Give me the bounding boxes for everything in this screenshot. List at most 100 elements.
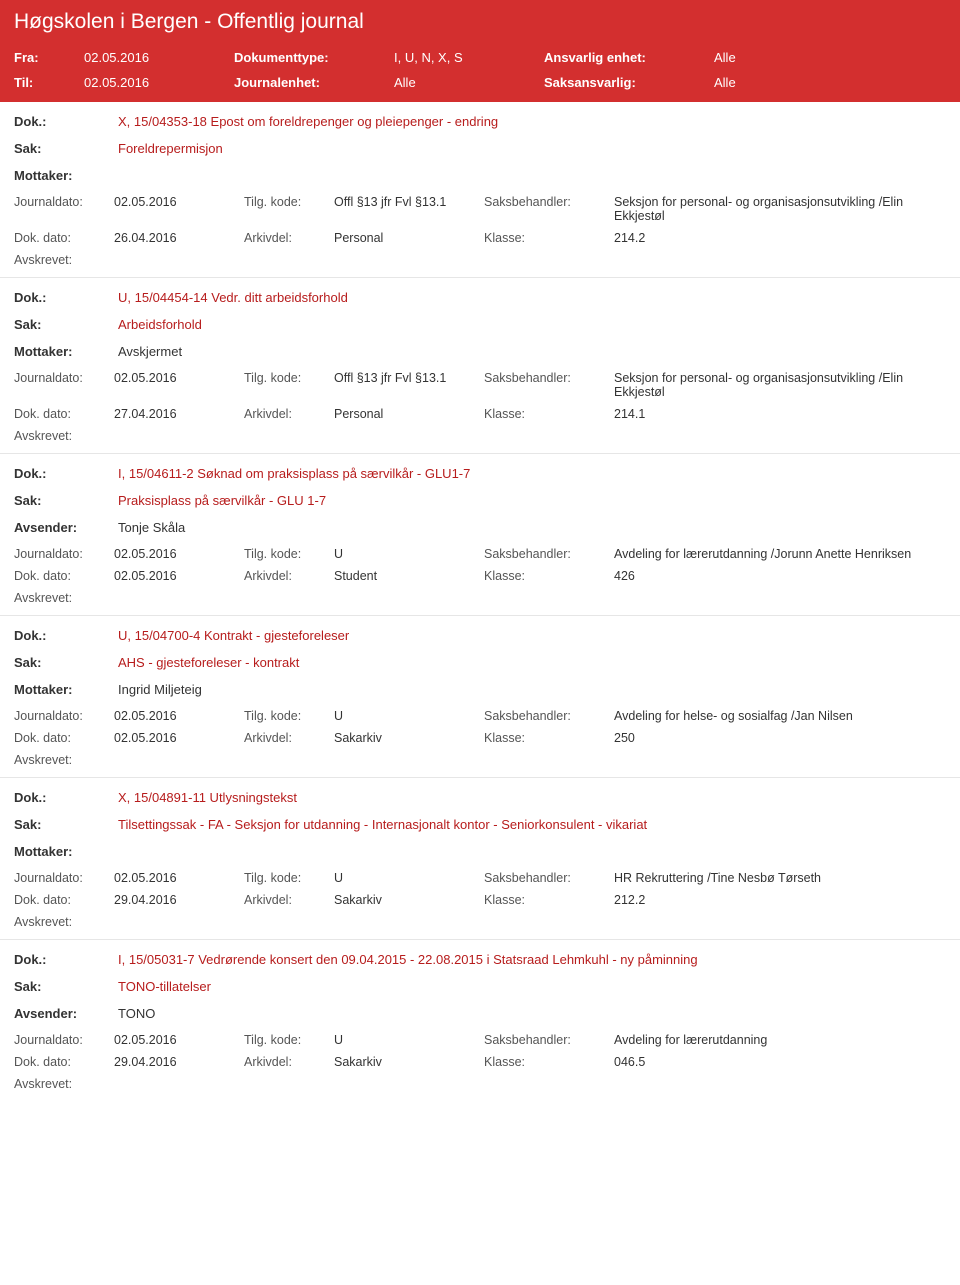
arkivdel-value: Sakarkiv bbox=[334, 893, 484, 907]
dokdato-label: Dok. dato: bbox=[14, 893, 114, 907]
sak-label: Sak: bbox=[14, 317, 118, 332]
klasse-value: 214.2 bbox=[614, 231, 946, 245]
klasse-label: Klasse: bbox=[484, 893, 614, 907]
dokdato-label: Dok. dato: bbox=[14, 231, 114, 245]
tilgkode-label: Tilg. kode: bbox=[244, 371, 334, 385]
journaldato-label: Journaldato: bbox=[14, 709, 114, 723]
journal-entry: Dok.: I, 15/05031-7 Vedrørende konsert d… bbox=[0, 939, 960, 1101]
sak-value: Praksisplass på særvilkår - GLU 1-7 bbox=[118, 493, 326, 508]
saksbehandler-label: Saksbehandler: bbox=[484, 371, 614, 385]
dok-value: I, 15/04611-2 Søknad om praksisplass på … bbox=[118, 466, 470, 481]
dok-value: I, 15/05031-7 Vedrørende konsert den 09.… bbox=[118, 952, 698, 967]
saksbehandler-label: Saksbehandler: bbox=[484, 1033, 614, 1047]
journaldato-value: 02.05.2016 bbox=[114, 195, 244, 209]
filter-saksansvarlig-value: Alle bbox=[714, 75, 864, 90]
entries-list: Dok.: X, 15/04353-18 Epost om foreldrepe… bbox=[0, 102, 960, 1101]
sak-value: Arbeidsforhold bbox=[118, 317, 202, 332]
avskrevet-label: Avskrevet: bbox=[14, 753, 946, 767]
sak-value: AHS - gjesteforeleser - kontrakt bbox=[118, 655, 299, 670]
party-label: Mottaker: bbox=[14, 344, 118, 359]
arkivdel-value: Personal bbox=[334, 407, 484, 421]
avskrevet-label: Avskrevet: bbox=[14, 429, 946, 443]
dok-label: Dok.: bbox=[14, 290, 118, 305]
journaldato-value: 02.05.2016 bbox=[114, 709, 244, 723]
journaldato-value: 02.05.2016 bbox=[114, 371, 244, 385]
tilgkode-value: U bbox=[334, 547, 484, 561]
filter-journalenhet-label: Journalenhet: bbox=[234, 75, 394, 90]
dokdato-label: Dok. dato: bbox=[14, 731, 114, 745]
party-value: TONO bbox=[118, 1006, 155, 1021]
saksbehandler-label: Saksbehandler: bbox=[484, 547, 614, 561]
filter-fra-label: Fra: bbox=[14, 50, 84, 65]
sak-value: Foreldrepermisjon bbox=[118, 141, 223, 156]
saksbehandler-value: Avdeling for lærerutdanning /Jorunn Anet… bbox=[614, 547, 946, 561]
arkivdel-value: Sakarkiv bbox=[334, 1055, 484, 1069]
dok-value: X, 15/04353-18 Epost om foreldrepenger o… bbox=[118, 114, 498, 129]
klasse-label: Klasse: bbox=[484, 407, 614, 421]
klasse-value: 212.2 bbox=[614, 893, 946, 907]
klasse-value: 426 bbox=[614, 569, 946, 583]
dok-label: Dok.: bbox=[14, 952, 118, 967]
journaldato-value: 02.05.2016 bbox=[114, 871, 244, 885]
filter-doktype-label: Dokumenttype: bbox=[234, 50, 394, 65]
filter-ansvarlig-value: Alle bbox=[714, 50, 864, 65]
dokdato-value: 02.05.2016 bbox=[114, 731, 244, 745]
journal-entry: Dok.: X, 15/04891-11 Utlysningstekst Sak… bbox=[0, 777, 960, 939]
dok-label: Dok.: bbox=[14, 628, 118, 643]
tilgkode-value: U bbox=[334, 871, 484, 885]
party-label: Mottaker: bbox=[14, 168, 118, 183]
klasse-label: Klasse: bbox=[484, 731, 614, 745]
avskrevet-label: Avskrevet: bbox=[14, 591, 946, 605]
tilgkode-label: Tilg. kode: bbox=[244, 871, 334, 885]
filter-ansvarlig-label: Ansvarlig enhet: bbox=[544, 50, 714, 65]
avskrevet-label: Avskrevet: bbox=[14, 915, 946, 929]
dokdato-value: 29.04.2016 bbox=[114, 1055, 244, 1069]
dok-label: Dok.: bbox=[14, 466, 118, 481]
saksbehandler-label: Saksbehandler: bbox=[484, 195, 614, 209]
filter-doktype-value: I, U, N, X, S bbox=[394, 50, 544, 65]
klasse-value: 046.5 bbox=[614, 1055, 946, 1069]
tilgkode-label: Tilg. kode: bbox=[244, 1033, 334, 1047]
tilgkode-value: U bbox=[334, 709, 484, 723]
sak-label: Sak: bbox=[14, 979, 118, 994]
tilgkode-label: Tilg. kode: bbox=[244, 195, 334, 209]
avskrevet-label: Avskrevet: bbox=[14, 253, 946, 267]
klasse-label: Klasse: bbox=[484, 1055, 614, 1069]
sak-value: Tilsettingssak - FA - Seksjon for utdann… bbox=[118, 817, 647, 832]
sak-label: Sak: bbox=[14, 817, 118, 832]
filter-til-label: Til: bbox=[14, 75, 84, 90]
arkivdel-value: Student bbox=[334, 569, 484, 583]
arkivdel-value: Sakarkiv bbox=[334, 731, 484, 745]
filter-bar: Fra: 02.05.2016 Dokumenttype: I, U, N, X… bbox=[0, 44, 960, 102]
journaldato-label: Journaldato: bbox=[14, 195, 114, 209]
klasse-value: 250 bbox=[614, 731, 946, 745]
arkivdel-label: Arkivdel: bbox=[244, 1055, 334, 1069]
journal-entry: Dok.: X, 15/04353-18 Epost om foreldrepe… bbox=[0, 102, 960, 277]
party-label: Avsender: bbox=[14, 520, 118, 535]
dokdato-value: 02.05.2016 bbox=[114, 569, 244, 583]
dokdato-label: Dok. dato: bbox=[14, 569, 114, 583]
sak-label: Sak: bbox=[14, 493, 118, 508]
party-value: Tonje Skåla bbox=[118, 520, 185, 535]
saksbehandler-value: Seksjon for personal- og organisasjonsut… bbox=[614, 195, 946, 223]
journal-entry: Dok.: U, 15/04700-4 Kontrakt - gjestefor… bbox=[0, 615, 960, 777]
arkivdel-label: Arkivdel: bbox=[244, 893, 334, 907]
saksbehandler-value: Avdeling for helse- og sosialfag /Jan Ni… bbox=[614, 709, 946, 723]
sak-label: Sak: bbox=[14, 655, 118, 670]
tilgkode-value: U bbox=[334, 1033, 484, 1047]
party-value: Ingrid Miljeteig bbox=[118, 682, 202, 697]
dokdato-value: 29.04.2016 bbox=[114, 893, 244, 907]
journaldato-label: Journaldato: bbox=[14, 547, 114, 561]
party-label: Mottaker: bbox=[14, 844, 118, 859]
arkivdel-label: Arkivdel: bbox=[244, 569, 334, 583]
journal-entry: Dok.: I, 15/04611-2 Søknad om praksispla… bbox=[0, 453, 960, 615]
avskrevet-label: Avskrevet: bbox=[14, 1077, 946, 1091]
saksbehandler-value: Avdeling for lærerutdanning bbox=[614, 1033, 946, 1047]
dok-value: X, 15/04891-11 Utlysningstekst bbox=[118, 790, 297, 805]
tilgkode-label: Tilg. kode: bbox=[244, 709, 334, 723]
tilgkode-label: Tilg. kode: bbox=[244, 547, 334, 561]
dokdato-value: 27.04.2016 bbox=[114, 407, 244, 421]
dok-value: U, 15/04700-4 Kontrakt - gjesteforeleser bbox=[118, 628, 349, 643]
filter-journalenhet-value: Alle bbox=[394, 75, 544, 90]
party-label: Avsender: bbox=[14, 1006, 118, 1021]
